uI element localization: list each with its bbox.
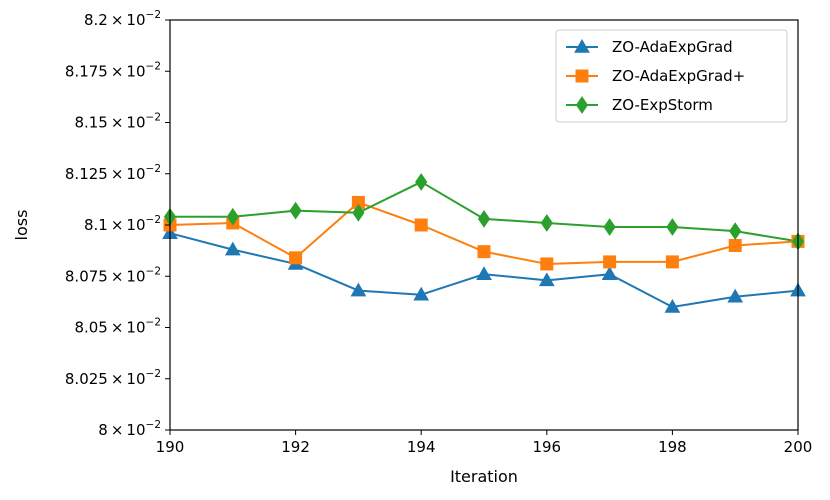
legend-entry-label: ZO-AdaExpGrad [612, 38, 733, 56]
legend-entry-label: ZO-AdaExpGrad+ [612, 67, 745, 85]
y-tick-mantissa: 8.05 [74, 319, 107, 337]
y-axis-label: loss [12, 210, 31, 241]
series-markers [162, 173, 806, 313]
legend-marker [575, 69, 589, 83]
legend-marker [575, 96, 589, 114]
series-0-point [224, 241, 241, 256]
series-2-point [477, 209, 491, 228]
y-tick-base: 10 [126, 267, 145, 285]
y-tick-mantissa: 8.15 [74, 114, 107, 132]
y-tick-base: 10 [126, 165, 145, 183]
series-0-point [538, 272, 555, 287]
series-2-point [415, 173, 428, 191]
y-tick-exponent: −2 [146, 214, 161, 226]
y-tick-mantissa: 8.075 [65, 267, 108, 285]
series-lines [169, 180, 799, 308]
y-tick-exponent: −2 [146, 60, 161, 72]
y-tick-base: 10 [126, 114, 145, 132]
legend-marker [574, 38, 590, 53]
series-0-point [664, 298, 681, 313]
y-tick-exponent: −2 [146, 419, 161, 431]
y-tick-mantissa: 8.1 [84, 216, 108, 234]
y-tick-exponent: −2 [146, 163, 161, 175]
y-tick-times: × [111, 370, 124, 388]
y-tick-base: 10 [126, 421, 145, 439]
legend-entry-label: ZO-ExpStorm [612, 96, 713, 114]
y-tick-label: 8.025 × 10−2 [65, 368, 161, 388]
y-tick-label: 8.1 × 10−2 [84, 214, 161, 234]
y-tick-mantissa: 8.2 [84, 11, 108, 29]
x-tick-label: 190 [156, 438, 185, 456]
legend: ZO-AdaExpGrad ZO-AdaExpGrad+ ZO-ExpStorm [555, 29, 788, 123]
y-tick-mantissa: 8.025 [65, 370, 108, 388]
y-axis-ticks: 8 × 10−28.025 × 10−28.05 × 10−28.075 × 10−28.1 × 1… [65, 9, 170, 439]
y-tick-exponent: −2 [146, 368, 161, 380]
series-2-point [226, 207, 239, 226]
y-tick-exponent: −2 [146, 317, 161, 329]
series-0-point [601, 266, 618, 280]
x-axis-ticks: 190 192 194 196 198 200 [156, 430, 813, 456]
y-tick-base: 10 [126, 62, 145, 80]
y-tick-exponent: −2 [146, 9, 161, 21]
y-tick-label: 8.2 × 10−2 [84, 9, 161, 29]
y-tick-mantissa: 8.175 [65, 62, 108, 80]
x-tick-label: 198 [658, 438, 687, 456]
series-1-point [540, 257, 554, 271]
series-2-point [603, 218, 616, 236]
x-tick-label: 200 [784, 438, 813, 456]
y-tick-label: 8.125 × 10−2 [65, 163, 161, 183]
y-tick-mantissa: 8 [98, 421, 108, 439]
y-tick-times: × [111, 216, 124, 234]
legend-box [555, 29, 788, 123]
y-tick-times: × [111, 165, 124, 183]
series-1-point [477, 245, 491, 259]
y-tick-exponent: −2 [146, 265, 161, 277]
series-2-point [666, 218, 679, 236]
x-tick-label: 194 [407, 438, 436, 456]
y-tick-label: 8.05 × 10−2 [74, 317, 161, 337]
x-tick-label: 192 [281, 438, 310, 456]
y-tick-exponent: −2 [146, 112, 161, 124]
series-1-point [665, 255, 679, 269]
y-tick-mantissa: 8.125 [65, 165, 108, 183]
y-tick-times: × [111, 421, 124, 439]
y-tick-base: 10 [126, 11, 145, 29]
series-2-point [729, 222, 742, 241]
series-2-point [289, 201, 302, 220]
y-tick-times: × [111, 62, 124, 80]
series-1-point [414, 218, 428, 232]
y-tick-base: 10 [126, 370, 145, 388]
y-tick-times: × [111, 267, 124, 285]
series-0-point [476, 266, 492, 280]
y-tick-label: 8.075 × 10−2 [65, 265, 161, 285]
y-tick-base: 10 [126, 319, 145, 337]
series-1-point [728, 239, 742, 252]
series-1-point [289, 251, 303, 265]
y-tick-times: × [111, 319, 124, 337]
y-tick-label: 8 × 10−2 [98, 419, 161, 439]
y-tick-times: × [111, 114, 124, 132]
series-2-point [352, 203, 365, 222]
y-tick-label: 8.175 × 10−2 [65, 60, 161, 80]
y-tick-label: 8.15 × 10−2 [74, 112, 161, 132]
x-axis-label: Iteration [450, 467, 518, 486]
x-tick-label: 196 [532, 438, 561, 456]
series-0-point [727, 288, 744, 303]
y-tick-base: 10 [126, 216, 145, 234]
series-0-point [413, 286, 430, 301]
y-tick-times: × [111, 11, 124, 29]
series-0-point [350, 282, 367, 297]
series-2-point [540, 214, 553, 232]
series-1-point [603, 255, 617, 269]
